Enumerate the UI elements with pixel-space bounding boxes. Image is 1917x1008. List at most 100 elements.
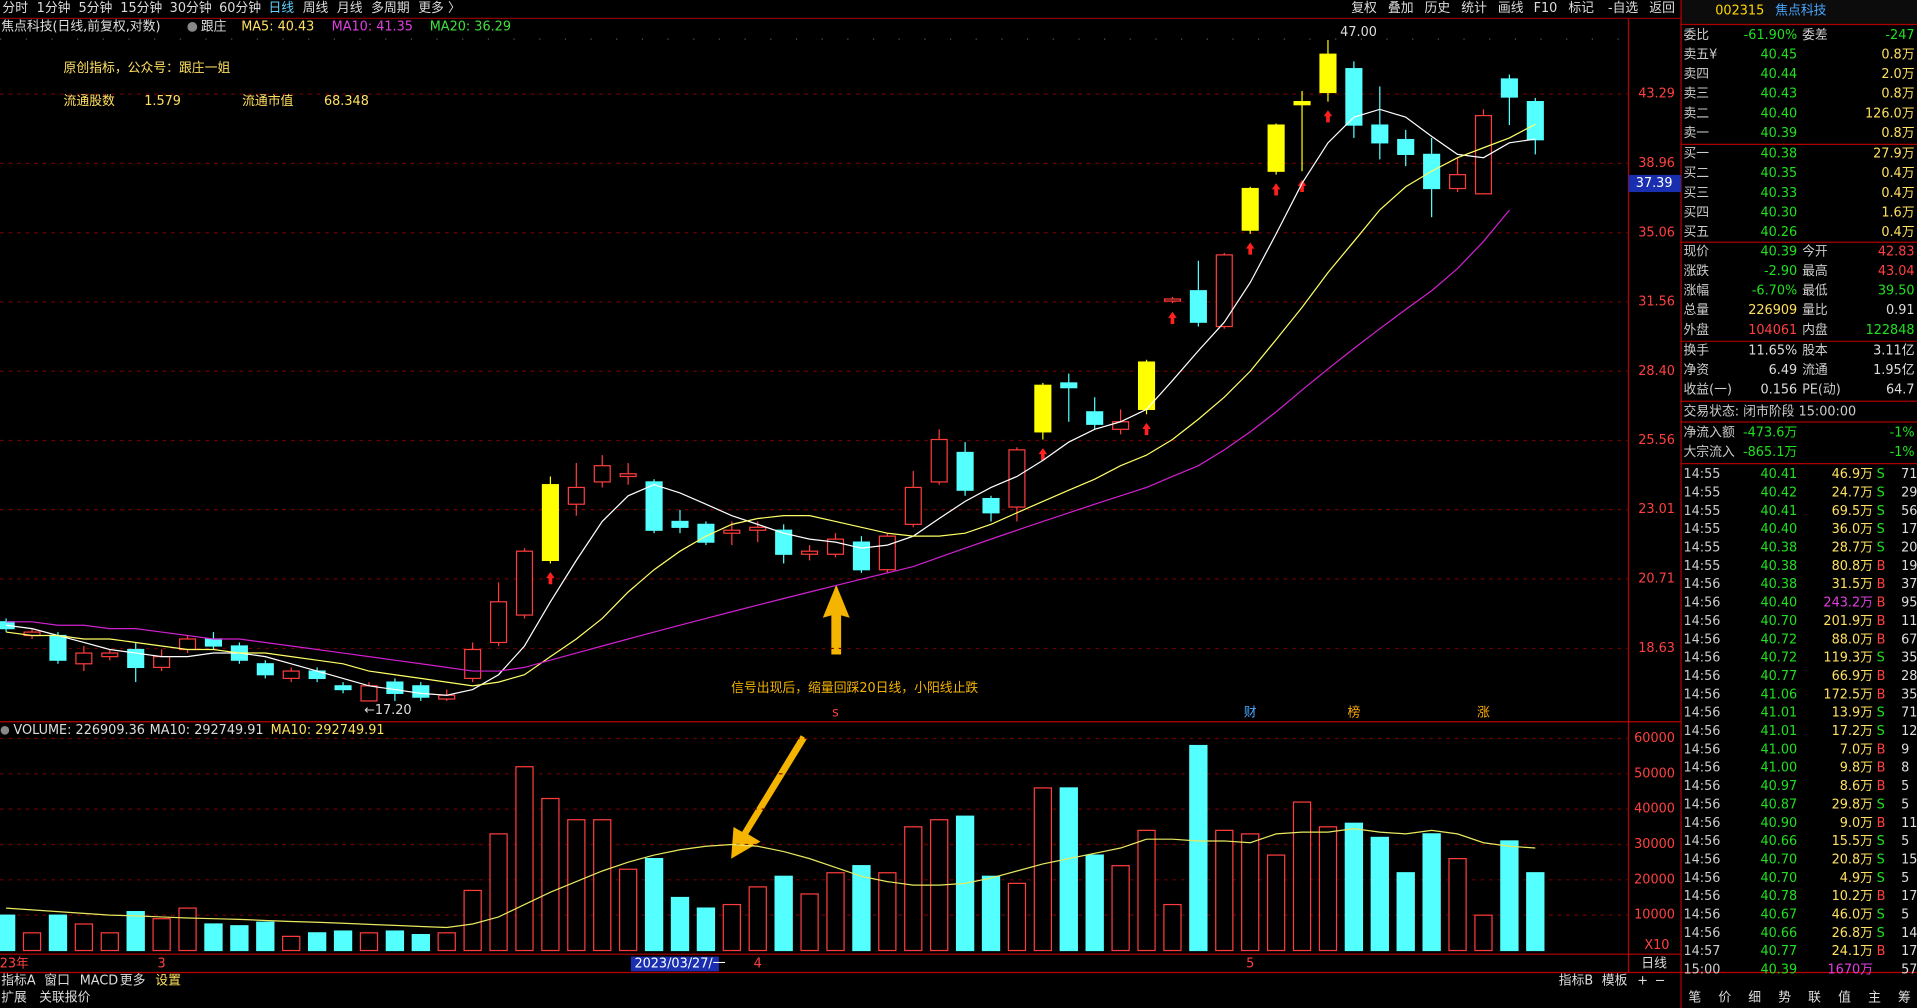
quote-label: 买二 [1683,166,1709,181]
toolbar-tab: 60分钟 [219,0,261,16]
candle-body [490,601,508,644]
panel-tab[interactable]: 价 [1718,991,1731,1006]
toolbar-button: 画线 [1498,1,1524,16]
x-tick-label: 4 [754,956,762,971]
trade-time: 14:56 [1683,669,1720,684]
trade-time: 14:56 [1683,889,1720,904]
quote-value: -865.1万 [1743,445,1797,460]
trade-time: 14:56 [1683,908,1720,923]
panel-tab[interactable]: 细 [1748,991,1761,1006]
indicator-tab[interactable]: 指标A [1,974,36,989]
bottom-tab[interactable]: 扩展 [1,991,27,1006]
signal-arrow [822,584,850,655]
indicator-tab[interactable]: MACD [80,974,119,989]
annotation: 原创指标，公众号：跟庄一姐 [64,60,231,76]
volume-bar [1474,914,1493,952]
quote-value: 226909 [1748,303,1797,318]
panel-tab[interactable]: 筹 [1898,990,1911,1006]
signal-arrow-mark [1297,179,1307,193]
panel-tab[interactable]: 主 [1868,991,1881,1006]
quote-value: -247 [1885,28,1914,43]
toolbar-button: 返回 [1649,1,1675,16]
annotation: 68.348 [324,94,369,109]
period-label: 日线 [1641,956,1667,971]
trade-side: S [1877,926,1885,941]
toolbar-tab: 分时 [2,1,28,16]
trade-count: 56 [1901,504,1917,519]
y-tick-label: 20000 [1634,872,1675,887]
trade-price: 41.01 [1760,724,1797,739]
indicator-tab[interactable]: 设置 [155,974,181,989]
trade-side: B [1877,761,1886,776]
trade-volume: 28.7万 [1832,541,1874,556]
volume-bar [567,819,586,952]
trade-count: 11 [1901,816,1917,831]
trade-time: 14:56 [1683,852,1720,867]
quote-label: 卖四 [1683,67,1709,82]
indicator-tab[interactable]: + [1637,974,1648,989]
y-tick-label: 50000 [1634,766,1675,781]
quote-label: 委差 [1802,28,1828,43]
axis-unit: X10 [1644,938,1669,953]
trade-time: 14:56 [1683,779,1720,794]
candle-body [1371,124,1389,144]
trade-time: 14:56 [1683,742,1720,757]
trade-price: 40.87 [1760,797,1797,812]
indicator-tab[interactable]: 指标B [1559,974,1593,989]
high-label: 47.00 [1340,25,1377,40]
bottom-tab[interactable]: 关联报价 [39,991,90,1006]
quote-label: 最高 [1802,263,1828,279]
chart-legend: MA10: 41.35 [332,19,413,34]
quote-label: 收益(一) [1683,383,1731,398]
y-tick-label: 10000 [1634,908,1675,923]
event-marker: 榜 [1347,705,1360,721]
indicator-tab[interactable]: 窗口 [44,974,70,989]
trade-time: 14:56 [1683,761,1720,776]
signal-arrow-mark [1245,242,1255,255]
quote-value: 43.04 [1878,264,1915,279]
trade-side: S [1877,852,1885,867]
signal-arrow-mark [546,572,555,585]
chart-legend: MA5: 40.43 [241,19,314,34]
candle-body [334,685,352,691]
event-marker: 涨 [1477,706,1490,721]
y-tick-label: 38.96 [1638,156,1675,171]
y-tick-label: 28.40 [1638,364,1675,379]
trade-price: 40.38 [1760,559,1797,574]
toolbar-button: 叠加 [1388,1,1414,16]
panel-tab[interactable]: 值 [1838,990,1851,1006]
trade-volume: 88.0万 [1832,632,1874,647]
quote-value: -61.90% [1744,28,1798,43]
trade-side: B [1877,632,1886,647]
volume-bar [100,932,119,952]
trade-count: 17 [1901,944,1917,959]
volume-bar [1448,858,1467,952]
trade-price: 40.66 [1760,926,1797,941]
toolbar-tab: 5分钟 [78,0,112,16]
trade-volume: 8.6万 [1840,779,1873,794]
trade-price: 41.01 [1760,706,1797,721]
indicator-tab[interactable]: 更多 [120,974,146,989]
candle-body [619,473,637,478]
event-marker: s [832,706,839,721]
candle-body [1137,361,1156,410]
toolbar-button: 历史 [1425,1,1451,16]
ma-line [6,123,1536,687]
indicator-tab[interactable]: 模板 [1602,974,1628,989]
trade-count: 35 [1901,651,1917,666]
panel-tab[interactable]: 联 [1808,991,1821,1006]
trade-count: 29 [1901,485,1917,500]
volume-bar [126,911,145,952]
candle-body [256,663,274,676]
volume-bar [152,918,171,952]
trade-price: 40.70 [1760,871,1797,886]
volume-bar [1163,903,1182,952]
trade-price: 40.40 [1760,596,1797,611]
panel-tab[interactable]: 势 [1778,990,1791,1006]
trade-time: 14:56 [1683,724,1720,739]
panel-tab[interactable]: 笔 [1688,990,1701,1006]
trade-status: 交易状态: 闭市阶段 15:00:00 [1683,404,1856,420]
trade-side: B [1877,944,1886,959]
indicator-tab[interactable]: − [1655,974,1666,989]
signal-arrow-mark [1038,448,1048,461]
